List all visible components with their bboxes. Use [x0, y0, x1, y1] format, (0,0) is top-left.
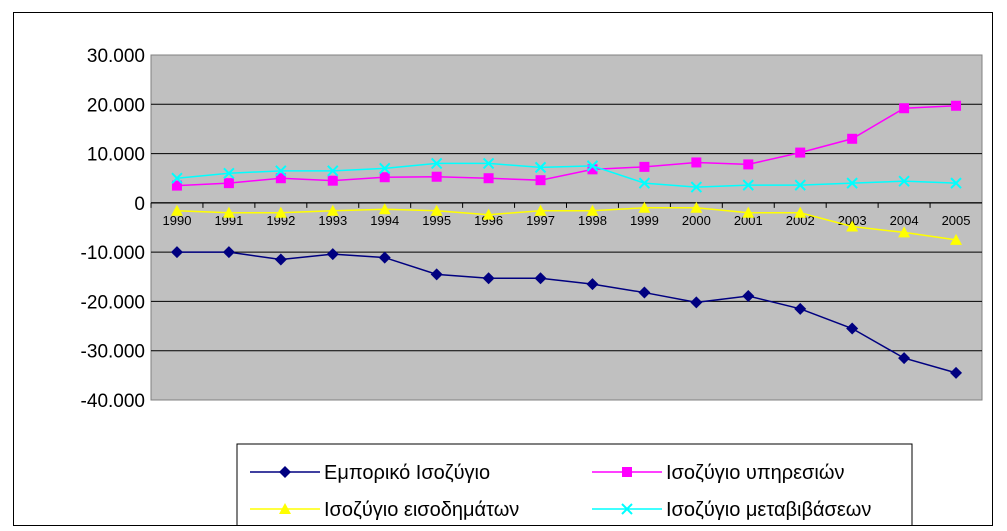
data-point [380, 172, 390, 182]
data-point [536, 175, 546, 185]
legend-label: Ισοζύγιο εισοδημάτων [324, 499, 519, 521]
x-tick-label: 2000 [682, 213, 711, 228]
y-tick-label: -10.000 [81, 243, 145, 264]
data-point [951, 101, 961, 111]
x-tick-label: 2005 [942, 213, 971, 228]
y-tick-label: -20.000 [81, 292, 145, 313]
data-point [691, 157, 701, 167]
data-point [847, 134, 857, 144]
y-axis-ticks: 30.000 20.000 10.000 0 -10.000 -20.000 -30.000… [81, 46, 145, 412]
data-point [484, 173, 494, 183]
y-tick-label: 0 [134, 194, 145, 215]
legend-label: Ισοζύγιο μεταβιβάσεων [666, 499, 871, 521]
y-tick-label: 30.000 [87, 46, 145, 67]
data-point [743, 159, 753, 169]
legend-marker [622, 467, 632, 477]
data-point [224, 178, 234, 188]
legend-label: Ισοζύγιο υπηρεσιών [666, 462, 844, 484]
data-point [899, 103, 909, 113]
legend-label: Εμπορικό Ισοζύγιο [324, 462, 490, 484]
y-tick-label: 20.000 [87, 95, 145, 116]
data-point [795, 148, 805, 158]
line-chart: 30.000 20.000 10.000 0 -10.000 -20.000 -30.000… [14, 13, 992, 525]
data-point [432, 172, 442, 182]
y-tick-label: -30.000 [81, 342, 145, 363]
y-tick-label: -40.000 [81, 391, 145, 412]
x-tick-label: 2004 [890, 213, 919, 228]
x-tick-label: 1999 [630, 213, 659, 228]
data-point [639, 162, 649, 172]
data-point [328, 176, 338, 186]
x-tick-label: 1994 [370, 213, 399, 228]
legend-box: Εμπορικό Ισοζύγιο Ισοζύγιο υπηρεσιών Ισοζύ… [237, 444, 912, 525]
chart-frame: 30.000 20.000 10.000 0 -10.000 -20.000 -30.000… [13, 12, 993, 526]
y-tick-label: 10.000 [87, 145, 145, 166]
